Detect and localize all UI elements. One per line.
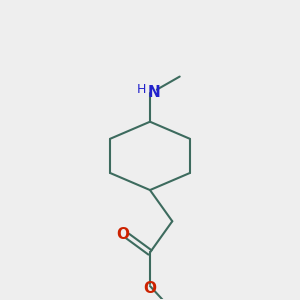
Text: O: O — [116, 227, 129, 242]
Text: N: N — [148, 85, 161, 100]
Text: H: H — [136, 82, 146, 95]
Text: O: O — [143, 281, 157, 296]
